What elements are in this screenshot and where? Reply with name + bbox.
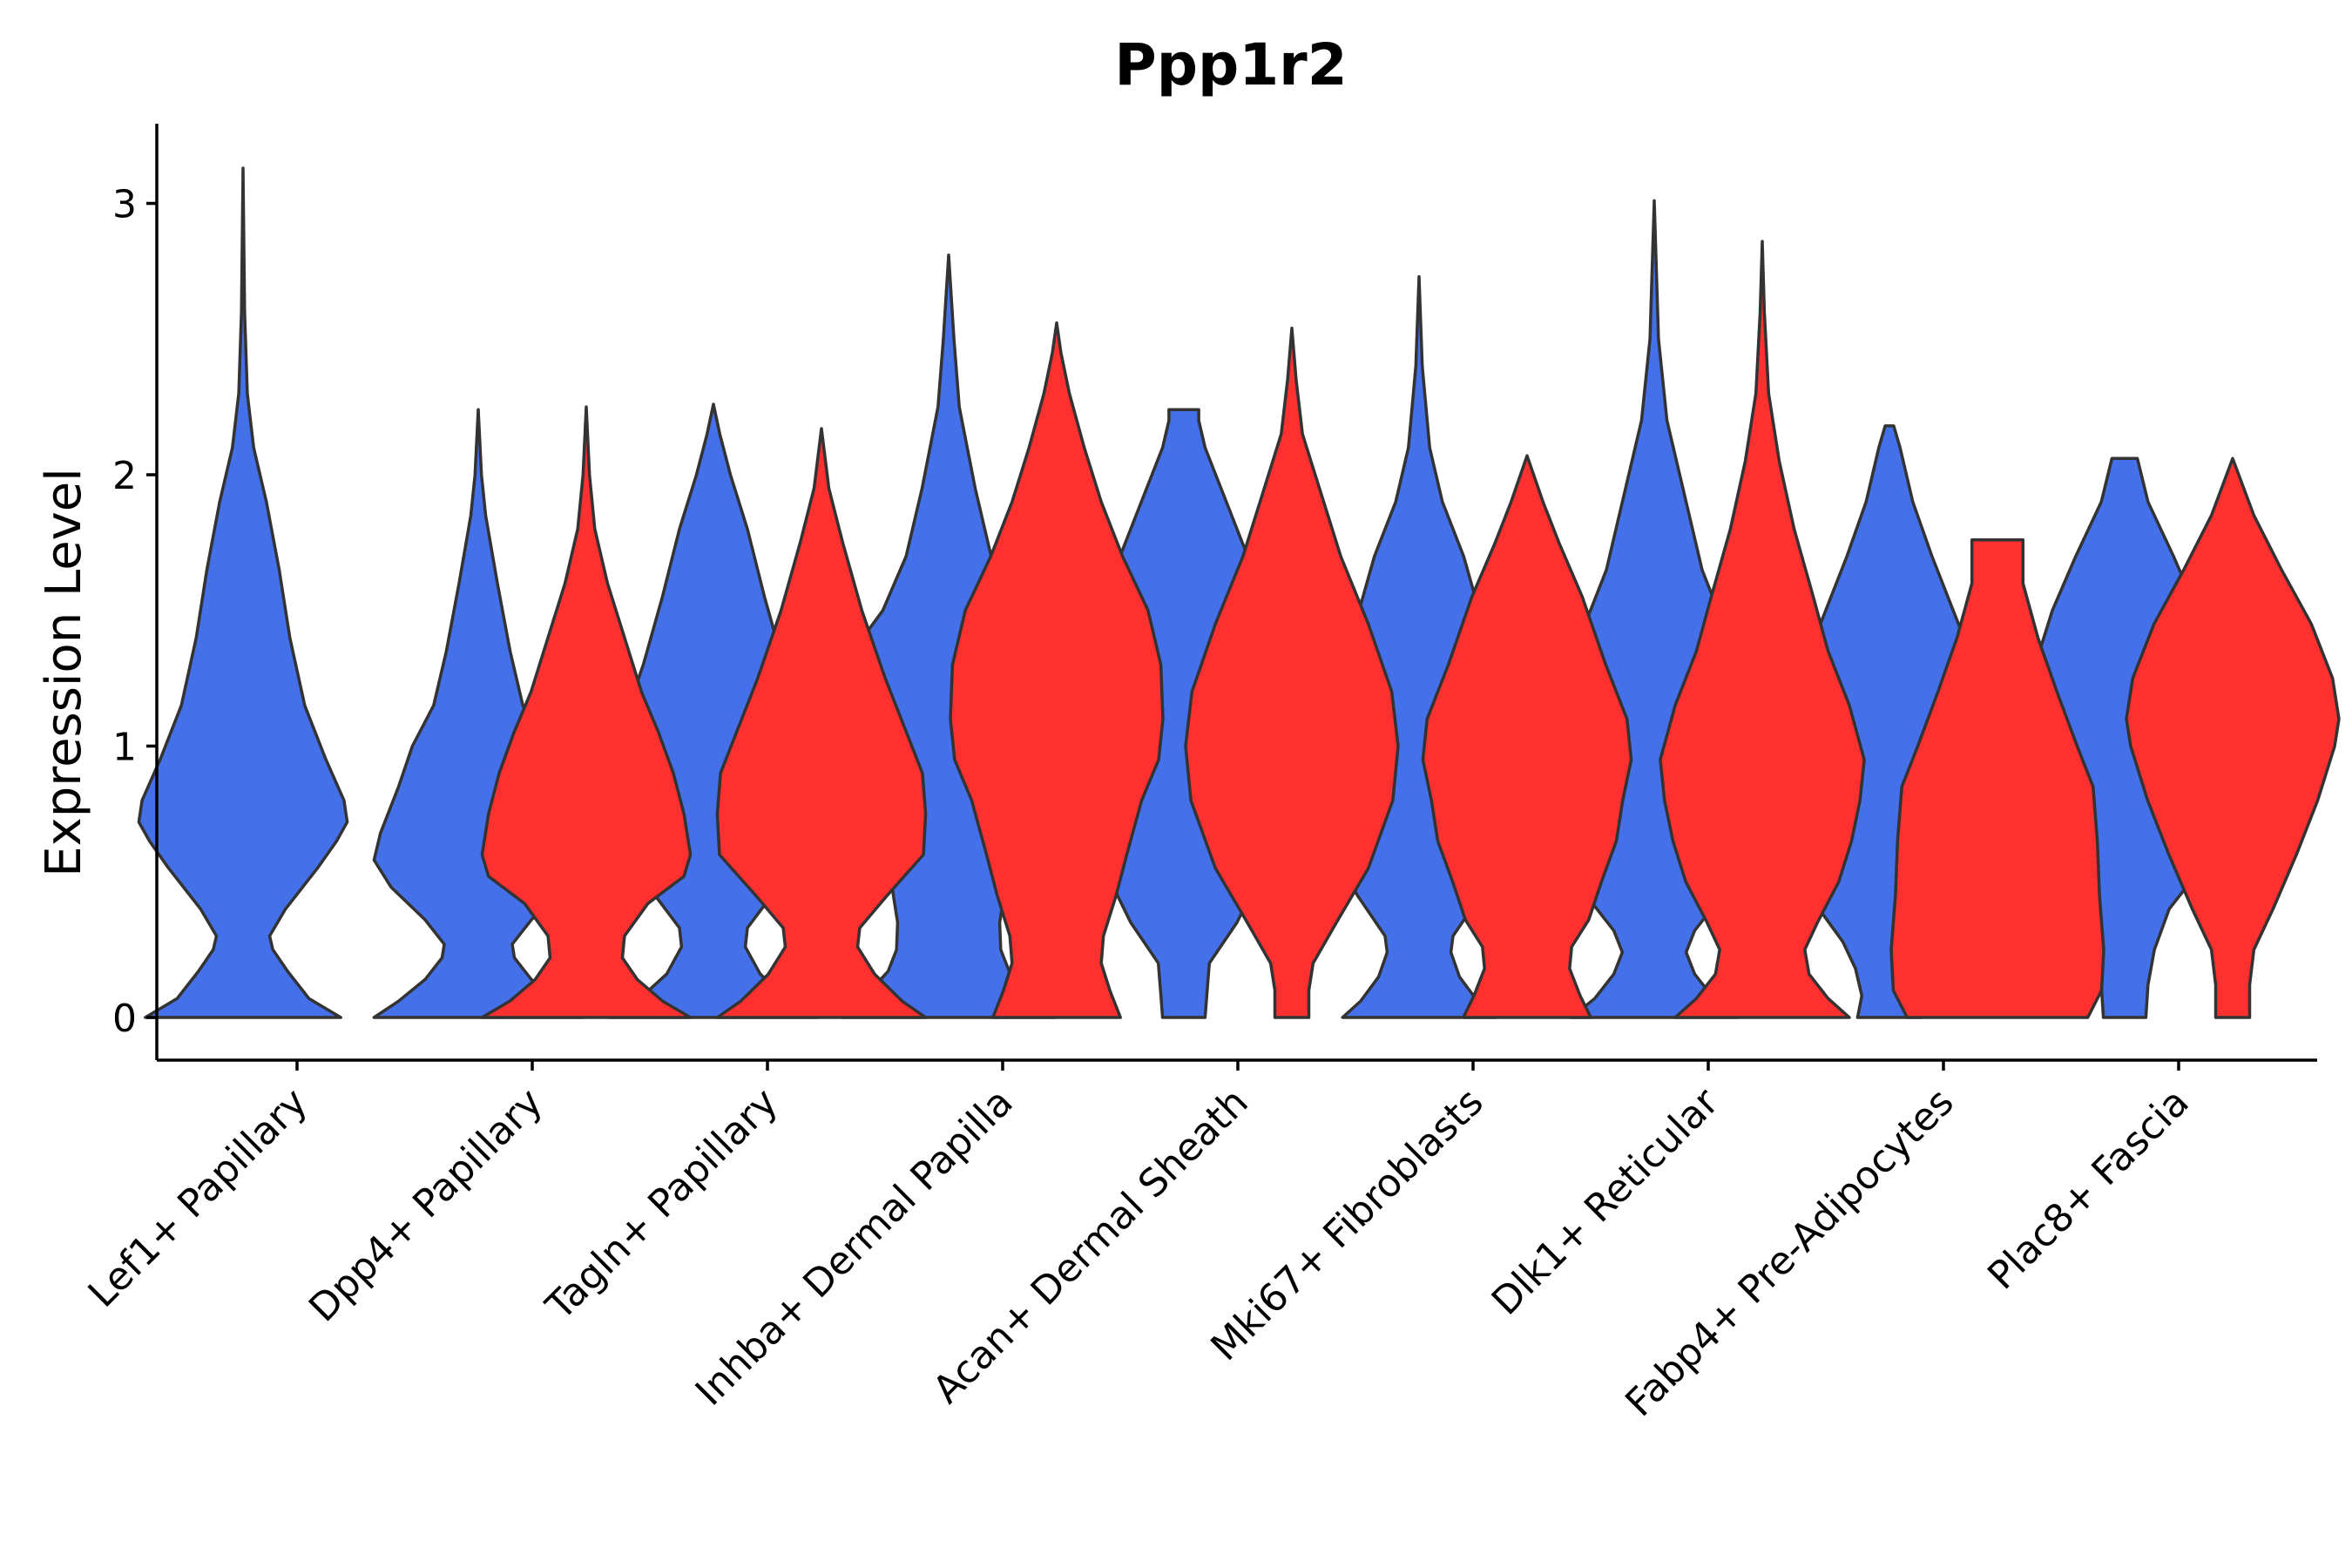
x-tick-label: Dlk1+ Reticular xyxy=(1484,1079,1728,1324)
violin-red xyxy=(2125,456,2341,1019)
violin-red xyxy=(715,427,928,1019)
violin-red xyxy=(1889,538,2105,1019)
x-tick-label: Lef1+ Papillary xyxy=(80,1080,316,1316)
violin-red xyxy=(1421,454,1633,1019)
y-tick-label: 3 xyxy=(112,183,137,227)
y-axis-ticks: 0 1 2 3 xyxy=(112,183,157,1041)
y-tick-label: 0 xyxy=(112,997,137,1041)
violin-group xyxy=(137,166,2341,1019)
violin-red xyxy=(480,405,693,1019)
y-tick-label: 1 xyxy=(112,726,137,770)
x-tick-label: Tagln+ Papillary xyxy=(537,1080,787,1329)
y-axis-label: Expression Level xyxy=(36,468,92,877)
violin-red xyxy=(949,321,1165,1019)
x-tick-label: Dpp4+ Papillary xyxy=(301,1080,551,1331)
violin-red xyxy=(1184,327,1400,1019)
violin-red xyxy=(1659,240,1866,1019)
x-tick-label: Mki67+ Fibroblasts xyxy=(1202,1080,1491,1369)
violin-blue xyxy=(137,166,349,1019)
chart-title: Ppp1r2 xyxy=(1114,31,1347,98)
y-tick-label: 2 xyxy=(112,454,137,498)
x-tick-label: Plac8+ Fascia xyxy=(1979,1080,2198,1299)
